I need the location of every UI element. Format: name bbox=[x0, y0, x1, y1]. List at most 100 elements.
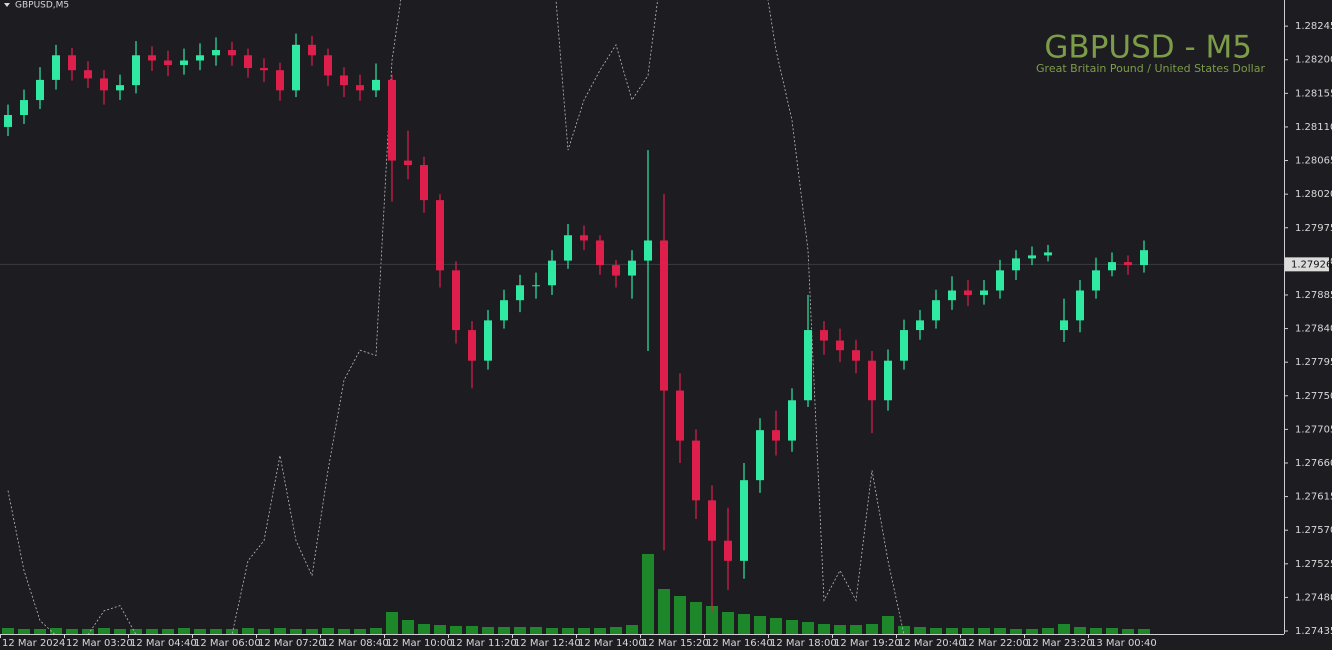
candle-body bbox=[932, 300, 940, 321]
volume-bar bbox=[1090, 628, 1102, 634]
volume-bar bbox=[930, 628, 942, 634]
volume-bar bbox=[946, 628, 958, 634]
candle-body bbox=[228, 50, 236, 56]
y-tick-label: 1.27750 bbox=[1295, 391, 1332, 402]
volume-bar bbox=[1074, 627, 1086, 634]
volume-bar bbox=[370, 628, 382, 634]
candle-body bbox=[564, 235, 572, 261]
volume-bar bbox=[578, 628, 590, 634]
candle-body bbox=[404, 160, 412, 166]
volume-bar bbox=[322, 628, 334, 634]
y-tick-label: 1.27975 bbox=[1295, 223, 1332, 234]
y-tick-label: 1.27435 bbox=[1295, 626, 1332, 637]
x-tick-label: 12 Mar 10:00 bbox=[386, 638, 453, 649]
y-tick-label: 1.28110 bbox=[1295, 122, 1332, 133]
candle-body bbox=[436, 200, 444, 271]
volume-bar bbox=[1106, 628, 1118, 634]
candle-body bbox=[532, 285, 540, 287]
candle-body bbox=[196, 55, 204, 61]
candle-body bbox=[516, 285, 524, 301]
x-tick-label: 13 Mar 00:40 bbox=[1090, 638, 1157, 649]
candle-body bbox=[1076, 290, 1084, 321]
volume-bar bbox=[1026, 629, 1038, 634]
volume-bar bbox=[562, 628, 574, 634]
volume-bar bbox=[802, 622, 814, 634]
volume-bar bbox=[610, 627, 622, 634]
candle-body bbox=[676, 390, 684, 441]
candle-body bbox=[292, 44, 300, 91]
volume-bar bbox=[898, 626, 910, 634]
candle-body bbox=[756, 430, 764, 481]
volume-bar bbox=[98, 628, 110, 634]
volume-bar bbox=[546, 628, 558, 634]
volume-bar bbox=[210, 629, 222, 634]
volume-bar bbox=[594, 628, 606, 634]
candle-body bbox=[596, 240, 604, 266]
volume-bar bbox=[434, 625, 446, 634]
volume-bar bbox=[450, 626, 462, 634]
candle-body bbox=[900, 330, 908, 361]
volume-bar bbox=[642, 554, 654, 634]
volume-bar bbox=[866, 624, 878, 634]
candle-body bbox=[20, 100, 28, 116]
volume-bar bbox=[242, 628, 254, 634]
volume-bar bbox=[498, 627, 510, 634]
last-price-tag bbox=[1285, 257, 1329, 272]
x-tick-label: 12 Mar 22:00 bbox=[962, 638, 1029, 649]
volume-bar bbox=[146, 629, 158, 634]
candle-body bbox=[868, 360, 876, 401]
candle-body bbox=[164, 60, 172, 65]
plot-area bbox=[0, 0, 1284, 634]
volume-bar bbox=[786, 620, 798, 634]
volume-bar bbox=[962, 628, 974, 634]
volume-bar bbox=[530, 627, 542, 634]
candle-body bbox=[1044, 252, 1052, 256]
volume-bar bbox=[1058, 624, 1070, 634]
candle-body bbox=[660, 240, 668, 391]
candle-body bbox=[1108, 262, 1116, 271]
x-tick-label: 12 Mar 23:20 bbox=[1026, 638, 1093, 649]
volume-bar bbox=[194, 629, 206, 634]
volume-bar bbox=[1042, 628, 1054, 634]
volume-bar bbox=[34, 629, 46, 634]
symbol-label: GBPUSD,M5 bbox=[15, 1, 69, 11]
candle-body bbox=[772, 430, 780, 441]
volume-bar bbox=[514, 627, 526, 634]
volume-bar bbox=[18, 629, 30, 634]
candle-body bbox=[116, 85, 124, 91]
candle-body bbox=[884, 360, 892, 401]
x-tick-label: 12 Mar 18:00 bbox=[770, 638, 837, 649]
y-tick-label: 1.27795 bbox=[1295, 357, 1332, 368]
volume-bar bbox=[354, 629, 366, 634]
candle-body bbox=[356, 85, 364, 91]
menu-arrow[interactable] bbox=[4, 3, 10, 7]
volume-bar bbox=[626, 625, 638, 634]
y-tick-label: 1.28245 bbox=[1295, 21, 1332, 32]
candle-body bbox=[276, 70, 284, 91]
candle-body bbox=[724, 540, 732, 561]
candle-body bbox=[4, 115, 12, 127]
candle-body bbox=[1028, 255, 1036, 259]
x-tick-label: 12 Mar 19:20 bbox=[834, 638, 901, 649]
candle-body bbox=[452, 270, 460, 331]
x-tick-label: 12 Mar 07:20 bbox=[258, 638, 325, 649]
volume-bar bbox=[130, 629, 142, 634]
candle-body bbox=[500, 300, 508, 321]
y-tick-label: 1.27615 bbox=[1295, 492, 1332, 503]
x-tick-label: 12 Mar 16:40 bbox=[706, 638, 773, 649]
y-tick-label: 1.28200 bbox=[1295, 55, 1332, 66]
candle-body bbox=[36, 79, 44, 101]
volume-bar bbox=[162, 629, 174, 634]
y-tick-label: 1.27885 bbox=[1295, 290, 1332, 301]
volume-bar bbox=[690, 602, 702, 634]
candle-body bbox=[1124, 262, 1132, 266]
volume-bar bbox=[418, 624, 430, 634]
y-tick-label: 1.28155 bbox=[1295, 88, 1332, 99]
volume-bar bbox=[994, 628, 1006, 634]
x-tick-label: 12 Mar 06:00 bbox=[194, 638, 261, 649]
volume-bar bbox=[178, 628, 190, 634]
volume-bar bbox=[914, 627, 926, 634]
candle-body bbox=[244, 55, 252, 68]
axes: 1.28245 1.28200 1.28155 1.28110 1.28065 1.280… bbox=[0, 21, 1332, 649]
x-tick-label: 12 Mar 08:40 bbox=[322, 638, 389, 649]
